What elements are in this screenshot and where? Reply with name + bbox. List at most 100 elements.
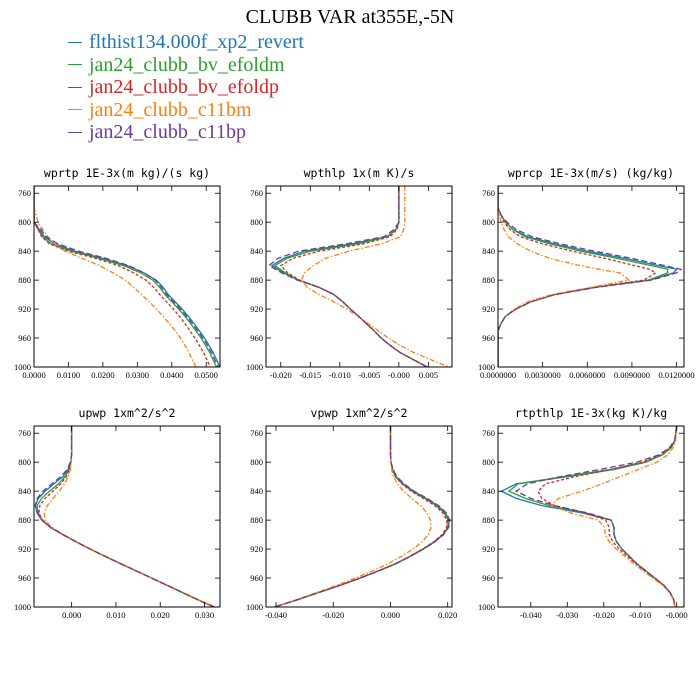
y-tick-label: 1000 xyxy=(478,362,495,372)
y-tick-label: 1000 xyxy=(246,602,263,612)
x-tick-label: -0.040 xyxy=(265,610,287,620)
series-line xyxy=(43,426,216,607)
x-tick-label: -0.000 xyxy=(666,610,688,620)
series-line xyxy=(38,426,215,607)
chart-panel: wpthlp 1x(m K)/s 760 800 840 880 920 960 1000 -0… xyxy=(246,166,453,380)
series-line xyxy=(274,426,448,607)
x-tick-label: 0.0000 xyxy=(22,370,45,380)
y-tick-label: 800 xyxy=(482,217,495,227)
y-tick-label: 1000 xyxy=(246,362,263,372)
y-tick-label: 920 xyxy=(482,544,495,554)
series-line xyxy=(34,186,211,367)
x-tick-label: 0.000 xyxy=(62,610,81,620)
series-line xyxy=(270,186,428,367)
y-tick-label: 840 xyxy=(482,486,495,496)
series-line xyxy=(498,186,657,367)
x-tick-label: 0.0500 xyxy=(195,370,218,380)
x-tick-label: -0.020 xyxy=(593,610,615,620)
x-tick-label: 0.020 xyxy=(438,610,457,620)
series-line xyxy=(274,426,449,607)
x-tick-label: -0.010 xyxy=(629,610,651,620)
y-tick-label: 840 xyxy=(250,246,263,256)
legend-item: jan24_clubb_bv_efoldp xyxy=(68,76,304,99)
series-line xyxy=(34,186,220,367)
x-tick-label: -0.010 xyxy=(329,370,351,380)
x-tick-label: 0.0120000 xyxy=(658,370,694,380)
plot-frame xyxy=(265,425,453,608)
y-tick-label: 840 xyxy=(250,486,263,496)
series-line xyxy=(549,426,678,607)
series-line xyxy=(274,426,451,607)
y-tick-label: 960 xyxy=(482,333,495,343)
plot-frame xyxy=(33,425,221,608)
y-tick-label: 880 xyxy=(250,275,263,285)
x-tick-label: 0.030 xyxy=(195,610,214,620)
x-tick-label: 0.0060000 xyxy=(569,370,605,380)
plot-frame xyxy=(497,185,685,368)
series-line xyxy=(274,426,432,607)
series-line xyxy=(514,426,678,607)
legend-swatch xyxy=(68,131,82,133)
y-tick-label: 800 xyxy=(250,217,263,227)
legend-item: jan24_clubb_bv_efoldm xyxy=(68,54,304,77)
y-tick-label: 840 xyxy=(482,246,495,256)
x-tick-label: 0.0200 xyxy=(91,370,114,380)
legend-label: jan24_clubb_c11bm xyxy=(89,98,252,121)
panel-title: wpthlp 1x(m K)/s xyxy=(304,166,415,180)
chart-panel: rtpthlp 1E-3x(kg K)/kg 760 800 840 880 920 960… xyxy=(478,406,688,620)
y-tick-label: 880 xyxy=(18,515,31,525)
legend-swatch xyxy=(68,86,82,88)
plot-frame xyxy=(33,185,221,368)
chart-panel: vpwp 1xm^2/s^27608008408809209601000-0.0… xyxy=(246,406,457,620)
series-line xyxy=(498,186,631,367)
panel-title: vpwp 1xm^2/s^2 xyxy=(311,406,408,420)
y-tick-label: 960 xyxy=(250,573,263,583)
y-tick-label: 920 xyxy=(18,544,31,554)
plot-frame xyxy=(497,425,685,608)
series-line xyxy=(36,426,215,607)
y-tick-label: 880 xyxy=(482,275,495,285)
series-line xyxy=(500,426,678,607)
legend-swatch xyxy=(68,64,82,66)
y-tick-label: 760 xyxy=(250,428,263,438)
legend-item: jan24_clubb_c11bm xyxy=(68,99,304,122)
y-tick-label: 960 xyxy=(18,333,31,343)
legend-item: jan24_clubb_c11bp xyxy=(68,121,304,144)
y-tick-label: 960 xyxy=(482,573,495,583)
chart-panel: wprtp 1E-3x(m kg)/(s kg) 760 800 840 880 920 9… xyxy=(14,166,221,380)
legend-item: flthist134.000f_xp2_revert xyxy=(68,31,304,54)
y-tick-label: 800 xyxy=(18,217,31,227)
series-line xyxy=(34,186,218,367)
legend-label: jan24_clubb_bv_efoldp xyxy=(89,76,279,99)
y-tick-label: 760 xyxy=(18,188,31,198)
series-line xyxy=(498,186,669,367)
y-tick-label: 1000 xyxy=(14,602,31,612)
x-tick-label: 0.0030000 xyxy=(525,370,561,380)
y-tick-label: 920 xyxy=(250,544,263,554)
x-tick-label: 0.020 xyxy=(151,610,170,620)
x-tick-label: -0.040 xyxy=(520,610,542,620)
chart-panel: wprcp 1E-3x(m/s) (kg/kg) 760 800 840 880 920 9… xyxy=(478,166,695,380)
y-tick-label: 1000 xyxy=(478,602,495,612)
y-tick-label: 800 xyxy=(482,457,495,467)
y-tick-label: 960 xyxy=(18,573,31,583)
legend-label: jan24_clubb_c11bp xyxy=(89,121,247,144)
y-tick-label: 920 xyxy=(18,304,31,314)
y-tick-label: 760 xyxy=(482,428,495,438)
plot-frame xyxy=(265,185,453,368)
x-tick-label: 0.0100 xyxy=(57,370,80,380)
legend-label: jan24_clubb_bv_efoldm xyxy=(89,53,285,76)
series-line xyxy=(537,426,678,607)
x-tick-label: 0.010 xyxy=(106,610,125,620)
x-tick-label: -0.020 xyxy=(270,370,292,380)
x-tick-label: -0.005 xyxy=(358,370,380,380)
y-tick-label: 840 xyxy=(18,246,31,256)
chart-panel: upwp 1xm^2/s^2 760 800 840 880 920 960 1000 0.00… xyxy=(14,406,221,620)
x-tick-label: 0.0000000 xyxy=(480,370,516,380)
panel-title: wprtp 1E-3x(m kg)/(s kg) xyxy=(44,166,210,180)
y-tick-label: 920 xyxy=(482,304,495,314)
x-tick-label: 0.000 xyxy=(381,610,400,620)
series-line xyxy=(507,426,678,607)
y-tick-label: 760 xyxy=(18,428,31,438)
